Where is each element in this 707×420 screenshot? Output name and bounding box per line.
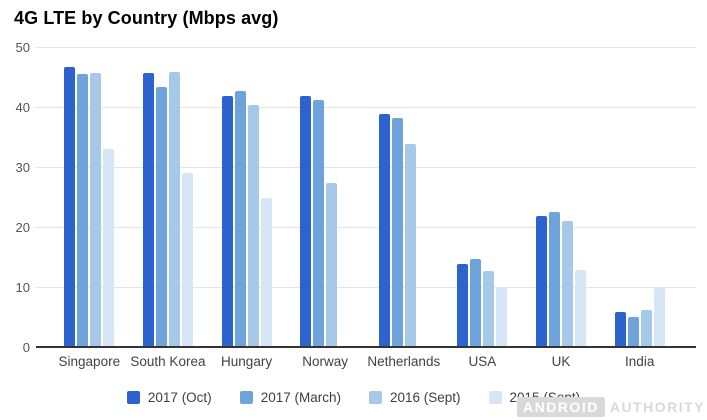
- x-axis-label-uk: UK: [551, 354, 571, 369]
- gridline-40: [36, 107, 696, 108]
- bar-india-2017-oct-: [614, 311, 626, 347]
- legend-label: 2016 (Sept): [389, 390, 461, 405]
- x-axis-label-south-korea: South Korea: [130, 354, 206, 369]
- legend-item-2017-oct-: 2017 (Oct): [126, 390, 212, 405]
- bar-uk-2015-sept-: [575, 269, 587, 347]
- bar-group-india: [600, 47, 679, 347]
- y-tick-label-0: 0: [22, 340, 30, 355]
- bar-singapore-2017-oct-: [64, 67, 76, 347]
- android-authority-watermark: ANDROID AUTHORITY: [516, 397, 705, 417]
- android-authority-logo-badge: ANDROID: [516, 397, 605, 417]
- bar-group-hungary: [207, 47, 286, 347]
- legend-swatch-icon: [126, 391, 140, 404]
- y-tick-label-30: 30: [15, 160, 30, 175]
- bar-group-usa: [443, 47, 522, 347]
- legend-label: 2017 (March): [260, 390, 341, 405]
- bar-hungary-2015-sept-: [260, 198, 272, 347]
- android-authority-logo-text: AUTHORITY: [609, 399, 705, 415]
- bar-group-south-korea: [129, 47, 208, 347]
- bar-usa-2016-sept-: [483, 270, 495, 347]
- y-tick-label-50: 50: [15, 40, 30, 55]
- chart-title: 4G LTE by Country (Mbps avg): [14, 8, 279, 28]
- bar-usa-2017-march-: [470, 258, 482, 347]
- bar-norway-2017-oct-: [300, 95, 312, 347]
- bar-south-korea-2015-sept-: [181, 173, 193, 347]
- bar-usa-2015-sept-: [496, 287, 508, 347]
- legend-swatch-icon: [368, 391, 382, 404]
- x-axis-label-usa: USA: [468, 354, 497, 369]
- bar-norway-2017-march-: [313, 99, 325, 347]
- legend-item-2017-march-: 2017 (March): [239, 390, 341, 405]
- bar-netherlands-2016-sept-: [404, 144, 416, 347]
- x-axis-label-india: India: [625, 354, 655, 369]
- x-axis-labels: Singapore South Korea Hungary Norway Netherl…: [50, 354, 679, 369]
- legend-label: 2017 (Oct): [147, 390, 212, 405]
- legend-swatch-icon: [239, 391, 253, 404]
- bar-uk-2016-sept-: [562, 221, 574, 347]
- bar-group-uk: [522, 47, 601, 347]
- y-tick-label-10: 10: [15, 280, 30, 295]
- x-axis-label-norway: Norway: [302, 354, 349, 369]
- bar-india-2016-sept-: [640, 309, 652, 347]
- x-axis-label-hungary: Hungary: [221, 354, 273, 369]
- bar-singapore-2016-sept-: [90, 72, 102, 347]
- bar-singapore-2015-sept-: [103, 149, 115, 347]
- y-tick-label-20: 20: [15, 220, 30, 235]
- bar-netherlands-2017-oct-: [378, 114, 390, 347]
- bar-south-korea-2017-march-: [155, 86, 167, 347]
- bar-hungary-2017-march-: [234, 91, 246, 347]
- bar-south-korea-2016-sept-: [168, 72, 180, 347]
- bar-india-2017-march-: [627, 317, 639, 347]
- x-axis-label-singapore: Singapore: [58, 354, 121, 369]
- gridline-50: [36, 47, 696, 48]
- gridline-10: [36, 287, 696, 288]
- bar-group-singapore: [50, 47, 129, 347]
- bar-uk-2017-oct-: [536, 216, 548, 347]
- bar-usa-2017-oct-: [457, 263, 469, 347]
- bar-hungary-2016-sept-: [247, 104, 259, 347]
- bar-singapore-2017-march-: [77, 74, 89, 347]
- bar-netherlands-2017-march-: [391, 117, 403, 347]
- x-axis-label-netherlands: Netherlands: [367, 354, 441, 369]
- legend-item-2016-sept-: 2016 (Sept): [368, 390, 461, 405]
- bar-hungary-2017-oct-: [221, 95, 233, 347]
- bar-india-2015-sept-: [653, 288, 665, 347]
- y-tick-label-40: 40: [15, 100, 30, 115]
- gridline-20: [36, 227, 696, 228]
- x-axis-line: [36, 346, 696, 348]
- plot-area: [50, 47, 679, 347]
- gridline-30: [36, 167, 696, 168]
- bar-south-korea-2017-oct-: [142, 72, 154, 347]
- bar-group-netherlands: [365, 47, 444, 347]
- bar-uk-2017-march-: [549, 212, 561, 347]
- legend-swatch-icon: [488, 391, 502, 404]
- bar-norway-2016-sept-: [326, 183, 338, 347]
- bar-group-norway: [286, 47, 365, 347]
